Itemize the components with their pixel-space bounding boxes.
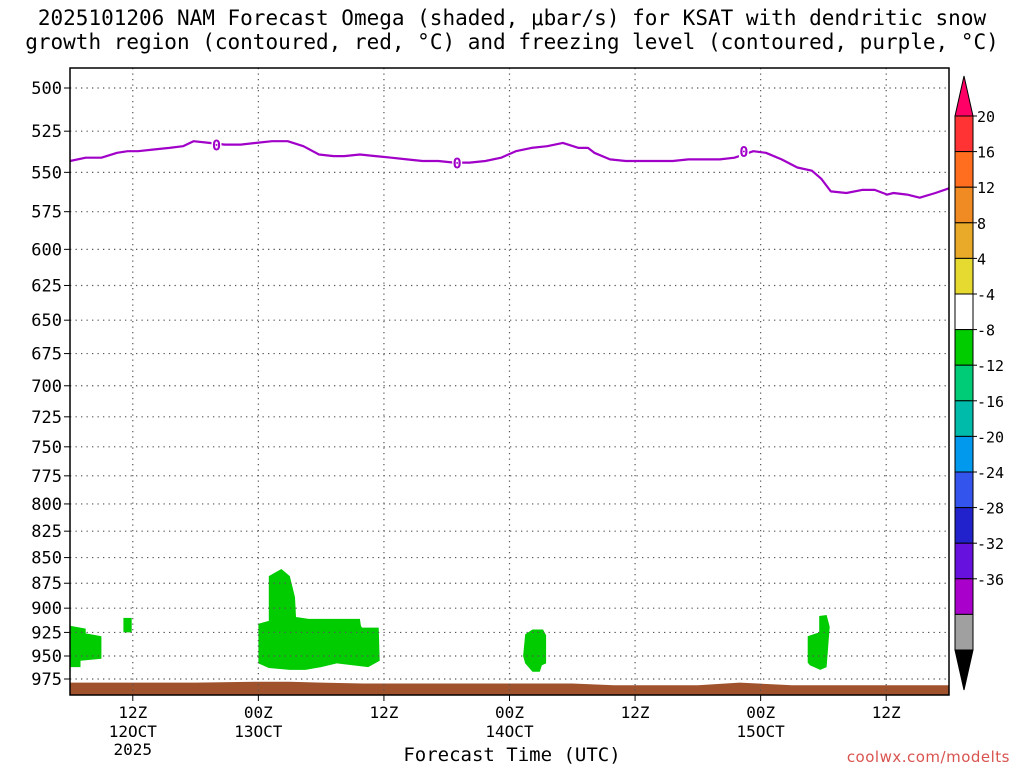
colorbar-label-2: 12 (977, 179, 995, 197)
omega-region-3 (258, 569, 380, 670)
colorbar-segment-11 (954, 471, 974, 509)
y-tick-label-725: 725 (31, 408, 62, 428)
x-tick-label-5: 00Z (746, 703, 775, 722)
contour-label-bg-2 (452, 154, 463, 171)
y-tick-label-900: 900 (31, 599, 62, 619)
omega-region-4 (523, 629, 547, 672)
grid-layer (70, 68, 949, 695)
colorbar-segment-12 (954, 507, 974, 544)
x-tick-label-6: 12Z (872, 703, 901, 722)
colorbar-label-8: -16 (977, 393, 1004, 411)
y-tick-label-875: 875 (31, 574, 62, 594)
ground-terrain-layer (70, 681, 949, 695)
colorbar: 20 16 12 8 4 -4 -8 -12 -16 -20 -24 -28 -32 -36 (954, 75, 1004, 691)
colorbar-label-0: 20 (977, 108, 995, 126)
x-tick-year-0: 2025 (114, 740, 153, 759)
colorbar-segment-9 (954, 400, 974, 437)
colorbar-label-12: -32 (977, 535, 1004, 553)
y-tick-label-950: 950 (31, 647, 62, 667)
y-tick-label-775: 775 (31, 467, 62, 487)
contour-label-bg-3 (738, 143, 749, 160)
colorbar-label-10: -24 (977, 464, 1004, 482)
colorbar-label-4: 4 (977, 250, 986, 268)
colorbar-segment-3 (954, 186, 974, 224)
y-tick-label-800: 800 (31, 495, 62, 515)
x-tick-label-1: 00Z (244, 703, 273, 722)
colorbar-segment-10 (954, 435, 974, 473)
colorbar-segment-7 (954, 329, 974, 366)
colorbar-bottom-arrow (954, 649, 974, 691)
y-tick-label-650: 650 (31, 311, 62, 331)
title-line-2: growth region (contoured, red, °C) and f… (25, 30, 999, 54)
source-credit[interactable]: coolwx.com/modelts (846, 748, 1010, 766)
x-tick-date-1: 13OCT (234, 722, 283, 741)
omega-region-5 (807, 615, 830, 670)
colorbar-label-3: 8 (977, 215, 986, 233)
x-tick-date-5: 15OCT (737, 722, 786, 741)
colorbar-segment-5 (954, 257, 974, 295)
y-tick-label-975: 975 (31, 670, 62, 690)
colorbar-segment-14 (954, 578, 974, 615)
freezing-level-layer: 0 0 0 (69, 136, 950, 199)
x-tick-date-3: 14OCT (485, 722, 534, 741)
contour-label-1: 0 (212, 137, 221, 155)
chart-title: 2025101206 NAM Forecast Omega (shaded, μ… (0, 6, 1024, 54)
contour-label-bg-1 (211, 136, 222, 153)
y-tick-label-750: 750 (31, 438, 62, 458)
colorbar-segment-1 (954, 115, 974, 153)
colorbar-segment-6 (954, 293, 974, 331)
y-tick-label-500: 500 (31, 79, 62, 99)
colorbar-label-11: -28 (977, 500, 1004, 518)
colorbar-segment-13 (954, 542, 974, 580)
colorbar-segment-2 (954, 151, 974, 188)
omega-region-2 (123, 617, 132, 633)
colorbar-label-5: -4 (977, 286, 995, 304)
contour-label-2: 0 (453, 155, 462, 173)
y-tick-label-675: 675 (31, 345, 62, 365)
y-tick-label-850: 850 (31, 549, 62, 569)
x-tick-label-0: 12Z (118, 703, 147, 722)
y-tick-label-550: 550 (31, 163, 62, 183)
ground-terrain (70, 681, 949, 695)
omega-region-1 (70, 625, 102, 668)
y-tick-label-825: 825 (31, 522, 62, 542)
y-tick-label-600: 600 (31, 240, 62, 260)
x-tick-label-3: 00Z (495, 703, 524, 722)
y-tick-label-925: 925 (31, 623, 62, 643)
y-tick-label-700: 700 (31, 377, 62, 397)
colorbar-segment-15 (954, 613, 974, 651)
y-axis: 500 525 550 575 600 625 650 675 700 725 750 775 800 8… (31, 79, 70, 690)
title-line-1: 2025101206 NAM Forecast Omega (shaded, μ… (37, 6, 987, 30)
y-tick-label-625: 625 (31, 276, 62, 296)
colorbar-label-1: 16 (977, 144, 995, 162)
colorbar-label-13: -36 (977, 571, 1004, 589)
colorbar-label-6: -8 (977, 322, 995, 340)
x-tick-label-4: 12Z (621, 703, 650, 722)
y-tick-label-525: 525 (31, 122, 62, 142)
colorbar-label-9: -20 (977, 428, 1004, 446)
colorbar-segment-4 (954, 222, 974, 259)
y-tick-label-575: 575 (31, 203, 62, 223)
x-axis-label: Forecast Time (UTC) (403, 744, 621, 766)
colorbar-label-7: -12 (977, 357, 1004, 375)
x-tick-date-0: 12OCT (109, 722, 158, 741)
colorbar-top-arrow (954, 75, 974, 117)
contour-label-3: 0 (739, 143, 748, 161)
x-tick-label-2: 12Z (369, 703, 398, 722)
colorbar-segment-8 (954, 364, 974, 402)
